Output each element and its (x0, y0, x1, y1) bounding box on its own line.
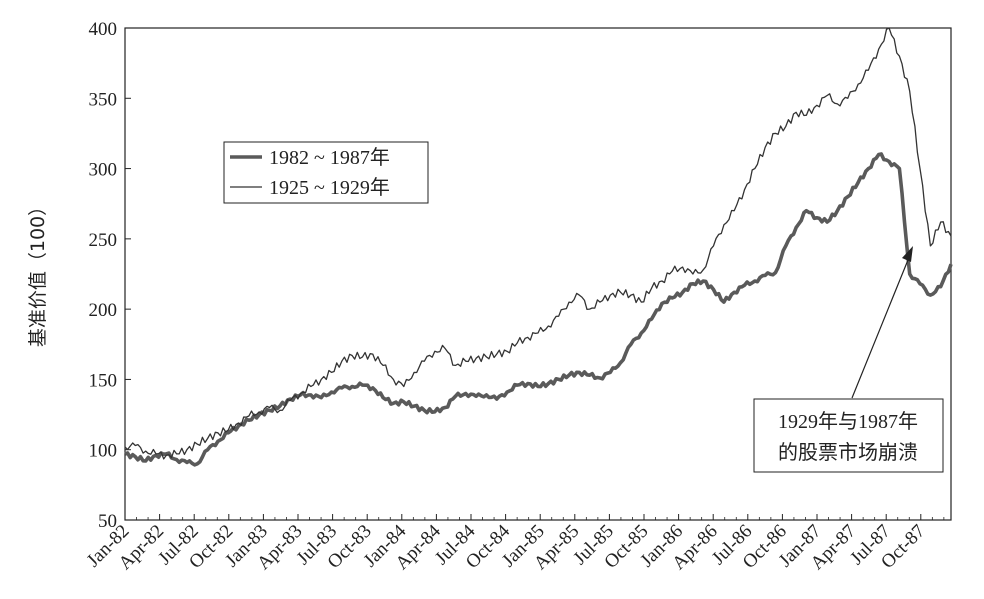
y-tick-label: 150 (89, 370, 118, 391)
y-tick-label: 400 (89, 19, 118, 40)
y-tick-label: 250 (89, 230, 118, 251)
plot-frame (124, 27, 952, 521)
annotation-line-1: 1929年与1987年 (778, 410, 918, 433)
y-tick-label: 350 (89, 89, 118, 110)
annotation-line-2: 的股票市场崩溃 (778, 441, 918, 464)
y-axis-label: 基准价值（100） (27, 197, 49, 347)
legend-box (223, 141, 429, 204)
legend-label-1982: 1982 ~ 1987年 (269, 146, 390, 169)
annotation-arrow-line (851, 254, 911, 399)
y-tick-label: 200 (89, 300, 118, 321)
annotation-box (753, 398, 944, 473)
series-layer (124, 27, 953, 467)
annotation-arrowhead (902, 246, 913, 262)
y-tick-label: 50 (98, 511, 117, 532)
legend-label-1925: 1925 ~ 1929年 (269, 176, 390, 199)
y-tick-label: 300 (89, 160, 118, 181)
legend: 1982 ~ 1987年 1925 ~ 1929年 (223, 141, 429, 204)
series-line-1925-1929 (124, 27, 952, 460)
y-axis: 50 100 150 200 250 300 350 400 (89, 19, 131, 532)
y-tick-label: 100 (89, 441, 118, 462)
annotation: 1929年与1987年 的股票市场崩溃 (753, 246, 944, 473)
x-axis: Jan-82Apr-82Jul-82Oct-82Jan-83Apr-83Jul-… (83, 514, 945, 574)
